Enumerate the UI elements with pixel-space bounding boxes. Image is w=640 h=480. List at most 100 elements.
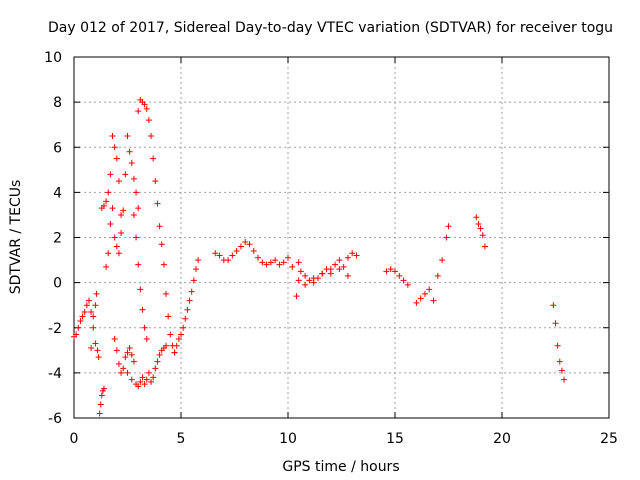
data-point [135,261,142,268]
data-point [188,288,195,295]
data-point [344,254,351,261]
data-point [118,369,125,376]
chart-title: Day 012 of 2017, Sidereal Day-to-day VTE… [48,20,613,36]
data-point [141,381,148,388]
data-point [75,324,82,331]
data-point [141,324,148,331]
x-tick-label: 5 [177,431,186,447]
data-point [141,101,148,108]
data-point [111,234,118,241]
y-tick-label: 0 [53,276,62,292]
data-point [445,223,452,230]
data-point [109,132,116,139]
data-point [150,374,157,381]
data-point [295,259,302,266]
data-point [163,342,170,349]
data-point [98,392,105,399]
x-tick-label: 25 [600,431,618,447]
data-point [122,354,129,361]
data-point [109,205,116,212]
data-point [105,250,112,257]
data-point [135,108,142,115]
y-tick-label: 2 [53,231,62,247]
data-point [289,263,296,270]
x-tick-label: 15 [386,431,404,447]
data-point [139,374,146,381]
data-point [556,358,563,365]
data-point [171,349,178,356]
data-point [242,239,249,246]
y-tick-label: -4 [48,366,62,382]
data-point [404,281,411,288]
data-points [71,96,568,417]
data-point [481,243,488,250]
y-tick-label: 10 [44,50,62,66]
data-point [120,365,127,372]
data-point [124,132,131,139]
data-point [263,261,270,268]
data-point [100,202,107,209]
data-point [122,171,129,178]
y-tick-label: -2 [48,321,62,337]
data-point [126,345,133,352]
data-point [135,383,142,390]
data-point [118,211,125,218]
data-point [192,266,199,273]
data-point [272,257,279,264]
data-point [195,257,202,264]
y-tick-label: -6 [48,411,62,427]
data-point [558,367,565,374]
data-point [285,254,291,261]
data-point [184,306,191,313]
data-point [310,275,317,282]
grid [74,57,609,418]
data-point [479,232,486,239]
data-point [107,220,114,227]
data-point [421,290,428,297]
data-point [180,324,187,331]
data-point [128,376,135,383]
data-point [118,229,125,236]
y-tick-labels: -6 -4 -2 0 2 4 6 8 10 [44,50,62,427]
data-point [92,340,99,347]
data-point [554,342,561,349]
data-point [212,250,219,257]
data-point [336,266,343,273]
data-point [344,272,351,279]
data-point [293,293,300,300]
data-point [105,189,112,196]
data-point [340,263,347,270]
data-point [302,272,309,279]
data-point [90,324,97,331]
data-point [156,351,163,358]
y-tick-label: 4 [53,185,62,201]
data-point [216,252,223,259]
x-tick-label: 10 [279,431,297,447]
data-point [77,317,84,324]
data-point [145,369,152,376]
data-point [152,178,159,185]
x-tick-label: 0 [70,431,79,447]
data-point [233,248,240,255]
data-point [477,225,484,232]
data-point [111,336,118,343]
x-tick-label: 20 [493,431,511,447]
data-point [133,189,140,196]
data-point [88,308,95,315]
data-point [167,331,174,338]
data-point [148,378,155,385]
y-tick-label: 8 [53,95,62,111]
data-point [267,259,274,266]
data-point [124,369,131,376]
data-point [83,302,90,309]
data-point [154,200,161,207]
data-point [225,257,232,264]
data-point [88,345,95,352]
data-point [90,313,97,320]
data-point [120,207,127,214]
data-point [111,144,118,151]
data-point [396,272,403,279]
y-axis-label: SDTVAR / TECUs [8,180,24,295]
data-point [295,277,302,284]
